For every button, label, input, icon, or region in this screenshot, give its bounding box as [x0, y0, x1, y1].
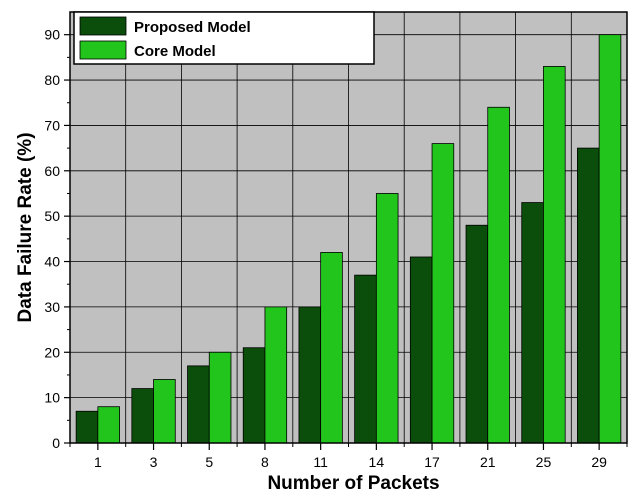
bar-core-model	[209, 352, 231, 443]
y-tick-label: 90	[44, 27, 60, 43]
bar-core-model	[599, 35, 621, 443]
bar-core-model	[543, 66, 565, 443]
x-axis-title: Number of Packets	[267, 473, 439, 494]
x-tick-label: 25	[536, 454, 552, 470]
legend-label-proposed-model: Proposed Model	[134, 19, 251, 36]
bar-proposed-model	[76, 411, 98, 443]
bar-core-model	[488, 107, 510, 443]
bar-core-model	[98, 407, 120, 443]
y-axis: 0 10 20 30 40 50 60 70 80 90	[44, 27, 70, 451]
legend-label-core-model: Core Model	[134, 43, 216, 60]
x-tick-label: 5	[205, 454, 213, 470]
x-axis: 1 3 5 8 11 14 17 21 25 29	[70, 443, 627, 470]
bar-proposed-model	[577, 148, 599, 443]
x-tick-label: 29	[591, 454, 607, 470]
bar-core-model	[265, 307, 287, 443]
x-tick-label: 14	[369, 454, 385, 470]
bar-proposed-model	[132, 389, 154, 443]
x-tick-label: 3	[150, 454, 158, 470]
y-axis-title: Data Failure Rate (%)	[15, 132, 36, 322]
bar-proposed-model	[466, 225, 488, 443]
y-tick-label: 30	[44, 299, 60, 315]
legend: Proposed Model Core Model	[74, 12, 374, 64]
legend-swatch-proposed-model	[80, 17, 126, 35]
bar-proposed-model	[243, 348, 265, 443]
y-tick-label: 0	[52, 435, 60, 451]
bar-proposed-model	[410, 257, 432, 443]
bar-proposed-model	[188, 366, 210, 443]
y-tick-label: 60	[44, 163, 60, 179]
y-tick-label: 40	[44, 254, 60, 270]
bar-core-model	[154, 379, 176, 443]
x-tick-label: 1	[94, 454, 102, 470]
bar-core-model	[376, 193, 398, 443]
y-tick-label: 70	[44, 117, 60, 133]
bar-proposed-model	[355, 275, 377, 443]
x-tick-label: 11	[313, 454, 328, 470]
bar-core-model	[321, 252, 343, 443]
y-tick-label: 20	[44, 344, 60, 360]
x-tick-label: 17	[424, 454, 440, 470]
legend-swatch-core-model	[80, 41, 126, 59]
y-tick-label: 10	[44, 390, 60, 406]
bar-proposed-model	[522, 203, 544, 443]
x-tick-label: 21	[480, 454, 496, 470]
bar-proposed-model	[299, 307, 321, 443]
y-tick-label: 50	[44, 208, 60, 224]
bar-core-model	[432, 144, 454, 443]
y-tick-label: 80	[44, 72, 60, 88]
x-tick-label: 8	[261, 454, 269, 470]
